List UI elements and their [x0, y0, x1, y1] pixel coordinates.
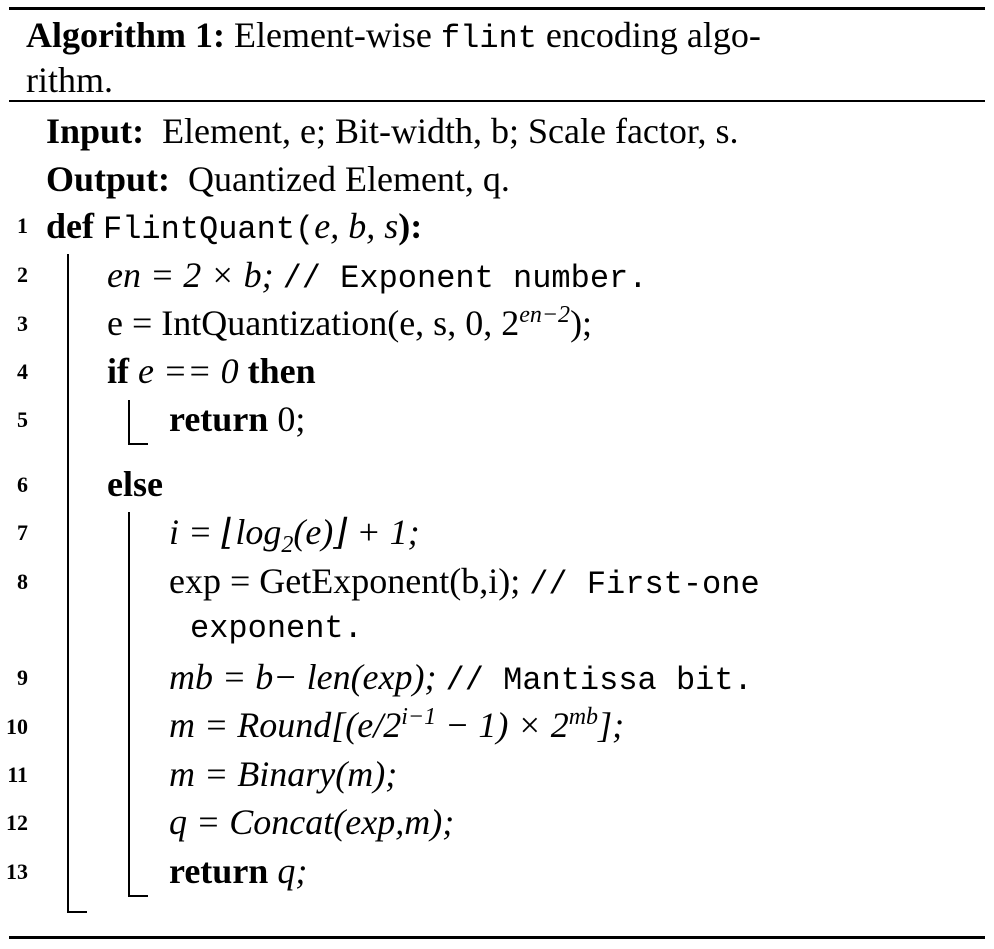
line-number: 4 [17, 359, 28, 384]
line-number: 1 [17, 213, 28, 238]
if-block-tick [128, 443, 148, 445]
algorithm-label: Algorithm 1: [26, 15, 225, 55]
caption-post: encoding algo- [545, 15, 761, 55]
line-number: 6 [17, 472, 28, 497]
line-number: 11 [7, 762, 28, 787]
math-sub: 2 [281, 532, 294, 559]
math-pre: i = ⌊log [169, 512, 282, 552]
math-post: ); [570, 303, 593, 343]
line-number: 3 [17, 311, 28, 336]
line-number: 10 [6, 714, 28, 739]
caption-rule [9, 100, 985, 102]
comment: // First-one [529, 566, 760, 603]
keyword: return [169, 851, 269, 891]
keyword: return [169, 399, 269, 439]
math-sup2: mb [568, 704, 599, 730]
code-line-11: m = Binary(m); [169, 754, 398, 794]
code-line-10: m = Round[(e/2i−1 − 1) × 2mb]; [169, 704, 625, 745]
line-number: 9 [17, 665, 28, 690]
return-value: q; [277, 851, 308, 891]
code-line-8: exp = GetExponent(b,i); // First-one [169, 563, 760, 601]
math-sup: en−2 [519, 302, 571, 328]
keyword: def [46, 206, 94, 246]
else-block-tick [128, 895, 148, 897]
code-line-2: en = 2 × b; // Exponent number. [107, 257, 647, 295]
line-number: 2 [17, 262, 28, 287]
input-text: Element, e; Bit-width, b; Scale factor, … [162, 111, 739, 151]
line-end: ): [398, 206, 423, 246]
function-name: FlintQuant [103, 211, 296, 248]
else-block-bar [128, 512, 130, 896]
top-rule [9, 7, 985, 10]
code-line-6: else [107, 464, 163, 504]
output-label: Output: [46, 159, 171, 199]
comment-continuation: exponent. [190, 610, 363, 647]
if-block-bar [128, 400, 130, 444]
condition: e == 0 [138, 351, 239, 391]
code-line-7: i = ⌊log2(e)⌋ + 1; [169, 512, 420, 557]
code-line-12: q = Concat(exp,m); [169, 802, 455, 842]
line-number: 5 [17, 407, 28, 432]
math-expr: en = 2 × b; [107, 255, 274, 295]
math-post: ]; [598, 705, 625, 745]
math-pre: m = Round[(e/2 [169, 705, 402, 745]
function-args: e, b, s [314, 206, 399, 246]
caption-pre: Element-wise [233, 15, 432, 55]
code-line-1: def FlintQuant(e, b, s): [46, 206, 423, 248]
code-line-4: if e == 0 then [107, 353, 316, 389]
code-line-13: return q; [169, 853, 307, 889]
output-row: Output: Quantized Element, q. [46, 161, 510, 197]
def-block-tick [67, 911, 87, 913]
math-expr: exp = GetExponent(b,i); [169, 561, 521, 601]
line-number: 13 [6, 859, 28, 884]
line-number: 7 [17, 520, 28, 545]
math-sup: i−1 [401, 704, 437, 730]
math-pre: e = IntQuantization(e, s, 0, 2 [107, 303, 520, 343]
caption-line2: rithm. [26, 60, 113, 100]
line-number: 12 [6, 810, 28, 835]
code-line-3: e = IntQuantization(e, s, 0, 2en−2); [107, 302, 593, 343]
code-line-5: return 0; [169, 401, 305, 437]
comment: // Exponent number. [282, 260, 648, 297]
math-expr: mb = b− len(exp); [169, 657, 437, 697]
output-text: Quantized Element, q. [188, 159, 510, 199]
code-line-9: mb = b− len(exp); // Mantissa bit. [169, 659, 753, 697]
algorithm-caption: Algorithm 1: Element-wise flint encoding… [26, 17, 761, 55]
return-value: 0; [277, 399, 306, 439]
keyword: if [107, 351, 129, 391]
input-row: Input: Element, e; Bit-width, b; Scale f… [46, 113, 738, 149]
keyword: then [247, 351, 316, 391]
line-number: 8 [17, 569, 28, 594]
caption-code: flint [440, 20, 537, 57]
math-post: (e)⌋ + 1; [293, 512, 420, 552]
bottom-rule [9, 936, 985, 939]
comment: // Mantissa bit. [445, 662, 753, 699]
def-block-bar [67, 254, 69, 912]
math-mid: − 1) × 2 [436, 705, 569, 745]
input-label: Input: [46, 111, 145, 151]
